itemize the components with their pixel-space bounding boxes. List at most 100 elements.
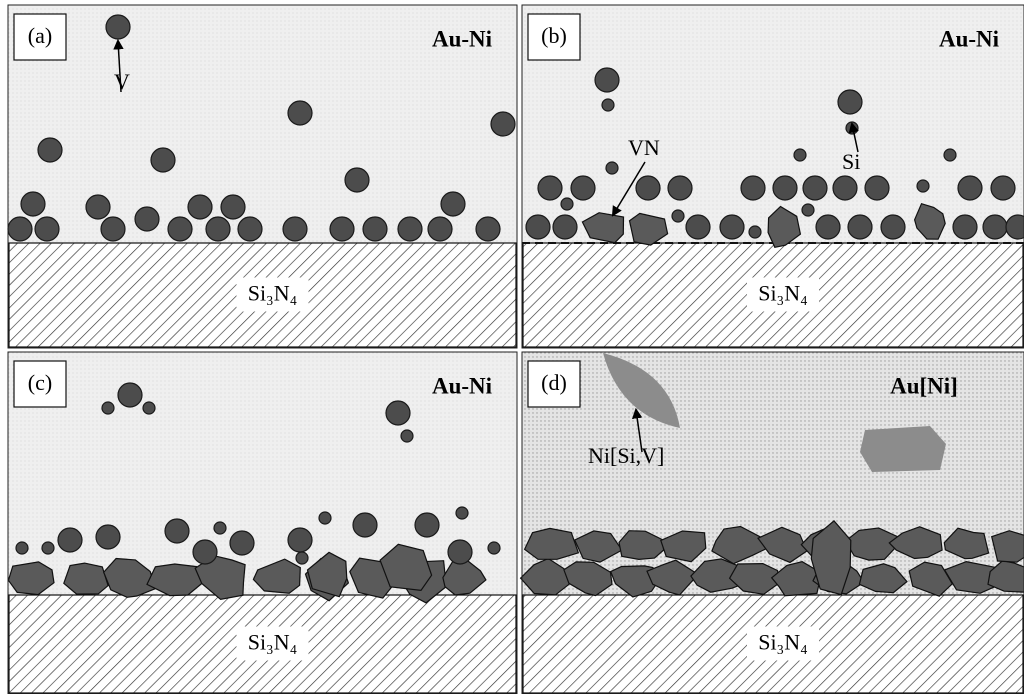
small-particle (794, 149, 806, 161)
particle (476, 217, 500, 241)
particle (165, 519, 189, 543)
particle (428, 217, 452, 241)
panel-label: (b) (541, 23, 567, 48)
panel: VN Si (b) Au-Ni Si₃N₄ (522, 5, 1024, 348)
particle (881, 215, 905, 239)
particle (538, 176, 562, 200)
particle (526, 215, 550, 239)
panel: V (a) Au-Ni Si₃N₄ (8, 5, 517, 348)
particle (8, 217, 32, 241)
annotation: V (114, 69, 130, 94)
matrix-label: Au[Ni] (890, 373, 958, 398)
particle (833, 176, 857, 200)
particle (353, 513, 377, 537)
particle (168, 217, 192, 241)
small-particle (401, 430, 413, 442)
particle (991, 176, 1015, 200)
figure: V (a) Au-Ni Si₃N₄ VN Si (b) Au-Ni Si₃N₄ (c) Au-Ni S… (0, 0, 1024, 694)
particle (188, 195, 212, 219)
small-particle (16, 542, 28, 554)
particle (58, 528, 82, 552)
panel: (c) Au-Ni Si₃N₄ (8, 352, 517, 694)
particle (38, 138, 62, 162)
particle (983, 215, 1007, 239)
particle (1006, 215, 1024, 239)
particle (668, 176, 692, 200)
particle (848, 215, 872, 239)
annotation: VN (628, 135, 660, 160)
particle (865, 176, 889, 200)
panel: Ni[Si,V] (d) Au[Ni] Si₃N₄ (521, 352, 1024, 694)
particle (773, 176, 797, 200)
small-particle (561, 198, 573, 210)
particle (398, 217, 422, 241)
grain (525, 528, 579, 559)
substrate-label: Si₃N₄ (248, 281, 298, 306)
particle (491, 112, 515, 136)
particle (595, 68, 619, 92)
particle (571, 176, 595, 200)
particle (221, 195, 245, 219)
particle (441, 192, 465, 216)
particle (958, 176, 982, 200)
grain (64, 563, 108, 594)
grain (992, 531, 1024, 563)
small-particle (917, 180, 929, 192)
small-particle (672, 210, 684, 222)
particle (96, 525, 120, 549)
small-particle (606, 162, 618, 174)
particle (101, 217, 125, 241)
particle (553, 215, 577, 239)
particle (230, 531, 254, 555)
annotation: Ni[Si,V] (588, 443, 664, 468)
panel-label: (d) (541, 370, 567, 395)
small-particle (296, 552, 308, 564)
annotation: Si (842, 149, 860, 174)
particle (636, 176, 660, 200)
substrate-label: Si₃N₄ (758, 281, 808, 306)
particle (288, 101, 312, 125)
particle (345, 168, 369, 192)
panel-label: (a) (28, 23, 52, 48)
particle (386, 401, 410, 425)
small-particle (456, 507, 468, 519)
particle (106, 15, 130, 39)
particle (953, 215, 977, 239)
particle (206, 217, 230, 241)
small-particle (749, 226, 761, 238)
particle (330, 217, 354, 241)
particle (803, 176, 827, 200)
small-particle (143, 402, 155, 414)
particle (21, 192, 45, 216)
matrix-label: Au-Ni (939, 26, 1000, 51)
substrate-label: Si₃N₄ (758, 630, 808, 655)
particle (238, 217, 262, 241)
particle (741, 176, 765, 200)
particle (151, 148, 175, 172)
particle (135, 207, 159, 231)
panel-label: (c) (28, 370, 52, 395)
small-particle (319, 512, 331, 524)
particle (415, 513, 439, 537)
particle (118, 383, 142, 407)
substrate-label: Si₃N₄ (248, 630, 298, 655)
particle (288, 528, 312, 552)
particle (363, 217, 387, 241)
small-particle (488, 542, 500, 554)
particle (283, 217, 307, 241)
particle (816, 215, 840, 239)
particle (193, 540, 217, 564)
small-particle (602, 99, 614, 111)
small-particle (944, 149, 956, 161)
particle (86, 195, 110, 219)
particle (686, 215, 710, 239)
matrix-label: Au-Ni (432, 373, 493, 398)
particle (838, 90, 862, 114)
particle (720, 215, 744, 239)
small-particle (846, 122, 858, 134)
particle (448, 540, 472, 564)
precipitate (860, 426, 946, 472)
matrix-label: Au-Ni (432, 26, 493, 51)
small-particle (102, 402, 114, 414)
small-particle (802, 204, 814, 216)
